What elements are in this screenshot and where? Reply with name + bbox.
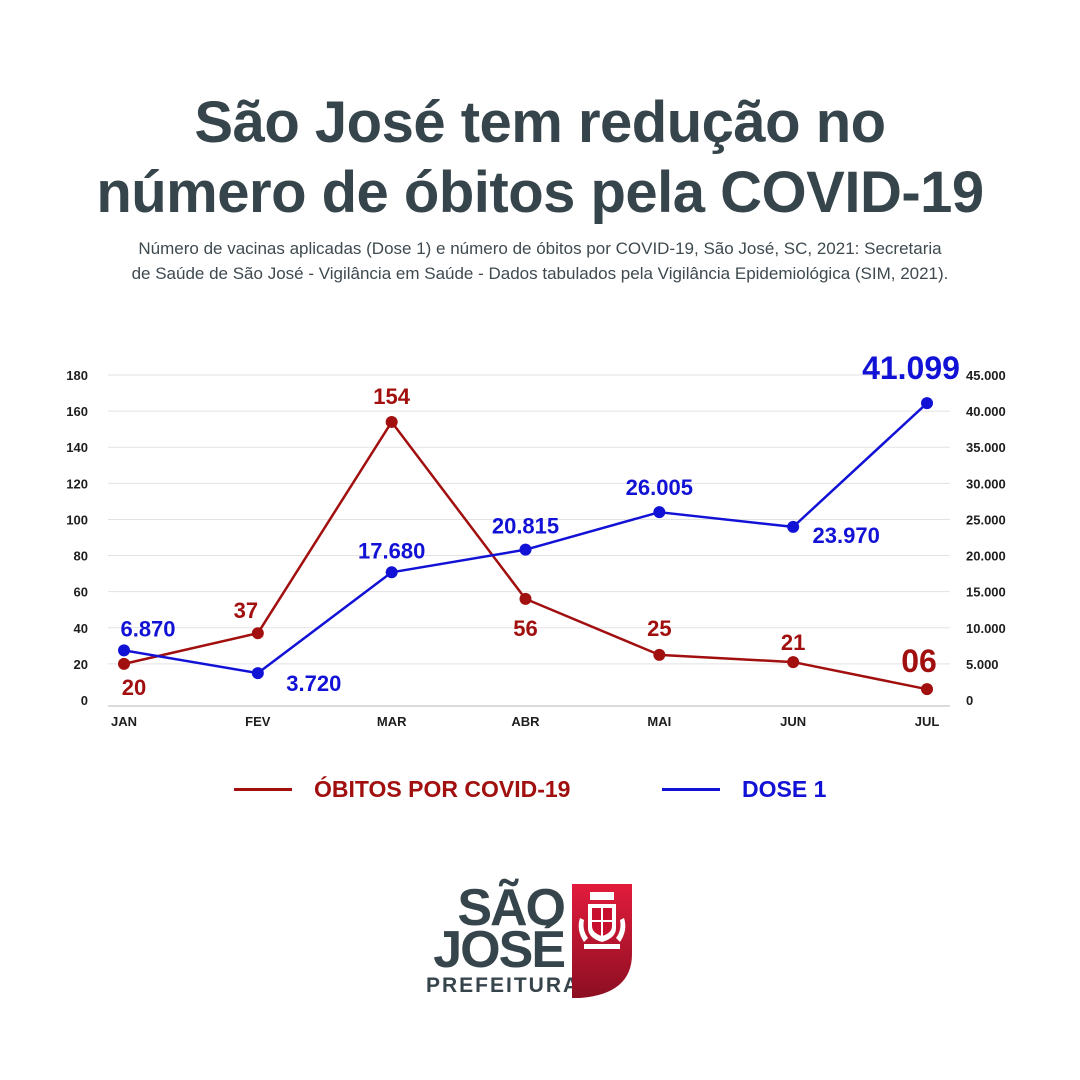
y-left-tick-label: 40 (74, 621, 88, 636)
data-label: 20.815 (492, 514, 559, 539)
y-right-tick-label: 10.000 (966, 621, 1006, 636)
x-tick-label: JUL (915, 714, 940, 729)
data-label: 25 (647, 616, 671, 641)
y-left-tick-label: 20 (74, 657, 88, 672)
legend-swatch-dose1 (662, 788, 720, 791)
data-point (921, 683, 933, 696)
x-tick-label: MAI (647, 714, 671, 729)
data-label: 37 (234, 598, 258, 623)
data-point (385, 415, 398, 428)
data-label: 3.720 (286, 671, 341, 696)
y-right-tick-label: 30.000 (966, 476, 1006, 491)
data-label: 17.680 (358, 538, 425, 563)
data-label: 56 (513, 616, 537, 641)
data-point (385, 566, 398, 579)
data-label: 41.099 (862, 350, 960, 386)
y-right-tick-label: 0 (966, 693, 973, 708)
y-left-tick-label: 140 (66, 440, 88, 455)
y-right-tick-label: 45.000 (966, 368, 1006, 383)
subtitle-line-1: Número de vacinas aplicadas (Dose 1) e n… (138, 239, 942, 258)
y-right-tick-label: 40.000 (966, 404, 1006, 419)
data-point (519, 592, 532, 605)
x-tick-label: FEV (245, 714, 271, 729)
x-tick-label: JAN (111, 714, 137, 729)
data-point (787, 520, 800, 533)
logo-word-sao: SÃO (457, 879, 566, 937)
prefeitura-logo: SÃO JOSÉ PREFEITURA (420, 880, 640, 1000)
data-label: 20 (122, 675, 146, 700)
y-left-tick-label: 160 (66, 404, 88, 419)
x-tick-label: ABR (511, 714, 540, 729)
data-point (653, 648, 666, 661)
legend-label-dose1: DOSE 1 (742, 776, 827, 802)
y-left-tick-label: 100 (66, 512, 88, 527)
data-point (653, 506, 666, 519)
y-left-tick-label: 0 (81, 693, 88, 708)
y-right-tick-label: 20.000 (966, 549, 1006, 564)
data-label: 06 (901, 643, 937, 679)
logo-word-prefeitura: PREFEITURA (426, 974, 581, 997)
legend-item-obitos: ÓBITOS POR COVID-19 (234, 776, 570, 803)
data-point (251, 627, 264, 640)
y-left-tick-label: 80 (74, 549, 88, 564)
legend-label-obitos: ÓBITOS POR COVID-19 (314, 776, 571, 802)
coat-of-arms-icon (572, 884, 632, 998)
x-tick-label: MAR (377, 714, 407, 729)
data-label: 23.970 (813, 523, 880, 548)
data-point (251, 667, 264, 680)
legend-item-dose1: DOSE 1 (662, 776, 826, 803)
y-right-tick-label: 35.000 (966, 440, 1006, 455)
subtitle-line-2: de Saúde de São José - Vigilância em Saú… (131, 264, 949, 283)
data-label: 6.870 (120, 616, 175, 641)
data-label: 154 (373, 384, 410, 409)
data-point (921, 397, 933, 410)
data-label: 26.005 (626, 475, 693, 500)
title-line-1: São José tem redução no (194, 90, 886, 155)
page-title: São José tem redução no número de óbitos… (0, 88, 1080, 228)
data-point (118, 657, 130, 670)
y-left-tick-label: 120 (66, 476, 88, 491)
data-point (118, 644, 130, 657)
y-right-tick-label: 5.000 (966, 657, 999, 672)
y-left-tick-label: 180 (66, 368, 88, 383)
y-left-tick-label: 60 (74, 585, 88, 600)
title-line-2: número de óbitos pela COVID-19 (96, 160, 984, 225)
chart-subtitle: Número de vacinas aplicadas (Dose 1) e n… (60, 236, 1020, 286)
line-chart: 0 20 40 60 80 100 120 140 160 180 0 5.000 10.000 15.0… (66, 350, 1006, 729)
x-tick-label: JUN (780, 714, 806, 729)
legend-swatch-obitos (234, 788, 292, 791)
data-point (519, 543, 532, 556)
y-right-tick-label: 15.000 (966, 585, 1006, 600)
logo-word-jose: JOSÉ (433, 921, 566, 979)
data-point (787, 656, 800, 669)
data-label: 21 (781, 630, 805, 655)
y-right-tick-label: 25.000 (966, 512, 1006, 527)
